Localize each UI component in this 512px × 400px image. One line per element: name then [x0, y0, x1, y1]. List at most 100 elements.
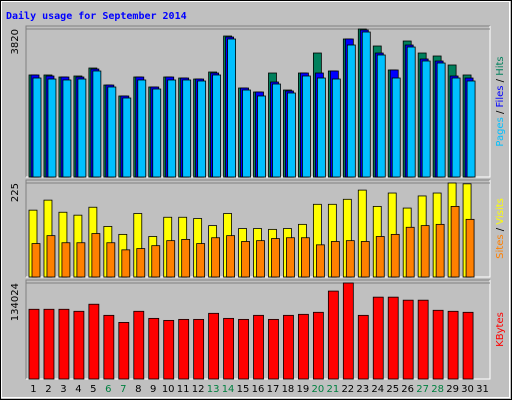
x-tick-label: 16 — [252, 384, 265, 395]
bar — [421, 60, 431, 178]
bar — [167, 79, 177, 178]
bar — [181, 238, 191, 278]
bar — [58, 308, 70, 380]
bar — [182, 79, 192, 178]
bar — [342, 282, 354, 380]
bar — [196, 243, 206, 278]
bar — [242, 89, 251, 178]
x-tick-label: 26 — [401, 384, 414, 395]
x-tick-label: 17 — [267, 384, 280, 395]
legend: KBytes — [495, 312, 506, 347]
bar — [286, 237, 295, 278]
x-tick-label: 7 — [120, 384, 126, 395]
legend-separator: / — [495, 225, 506, 235]
x-tick-label: 14 — [222, 384, 235, 395]
bar — [193, 318, 205, 380]
plot-bevel-dark — [25, 25, 490, 177]
bar — [345, 240, 355, 278]
bar — [43, 308, 55, 380]
x-tick-label: 24 — [371, 384, 384, 395]
bar — [32, 77, 42, 178]
bar — [372, 296, 384, 380]
plot-bevel-dark — [25, 279, 490, 379]
y-tick-label: 3820 — [10, 29, 21, 54]
bar — [151, 245, 161, 278]
legend-separator: / — [495, 107, 506, 117]
bar — [402, 299, 414, 380]
bar — [357, 314, 369, 380]
bar — [346, 44, 356, 178]
bar — [331, 78, 341, 178]
bar — [375, 236, 385, 278]
bar — [73, 310, 85, 380]
bar — [106, 242, 116, 278]
bar — [166, 240, 176, 278]
bar — [301, 237, 310, 278]
bar — [91, 233, 101, 278]
x-tick-label: 18 — [282, 384, 295, 395]
bar — [223, 317, 234, 380]
x-tick-label: 13 — [207, 384, 220, 395]
x-tick-label: 31 — [476, 384, 489, 395]
x-tick-label: 12 — [192, 384, 205, 395]
bar — [360, 241, 370, 278]
x-tick-label: 21 — [326, 384, 339, 395]
bar — [465, 218, 475, 278]
x-tick-label: 10 — [162, 384, 175, 395]
bar — [283, 314, 294, 380]
x-tick-label: 28 — [431, 384, 444, 395]
bar — [268, 318, 279, 380]
x-tick-label: 3 — [60, 384, 66, 395]
bar — [391, 77, 401, 178]
x-tick-label: 9 — [150, 384, 156, 395]
legend: Pages / Files / Hits — [495, 56, 506, 146]
bar — [330, 241, 340, 278]
bar — [148, 317, 160, 380]
bar — [315, 244, 325, 278]
bar — [387, 296, 399, 380]
bar — [462, 311, 474, 380]
x-tick-label: 2 — [45, 384, 51, 395]
x-tick-label: 23 — [356, 384, 369, 395]
bar — [136, 248, 146, 278]
bar — [451, 77, 461, 178]
legend-entry: Sites — [495, 234, 506, 258]
bar — [390, 233, 400, 278]
bar — [406, 46, 416, 178]
bar — [241, 241, 250, 278]
bar — [327, 290, 339, 380]
bar — [298, 313, 309, 380]
bar — [152, 88, 162, 178]
bar — [92, 70, 102, 178]
legend-entry: Pages — [495, 117, 506, 146]
bar — [420, 225, 430, 278]
bar — [76, 242, 86, 278]
bar — [61, 242, 71, 278]
x-tick-label: 27 — [416, 384, 429, 395]
y-tick-label: 225 — [10, 183, 21, 202]
bar — [107, 86, 117, 178]
y-tick-label: 134024 — [10, 283, 21, 321]
bar — [163, 319, 175, 380]
bar — [226, 235, 235, 278]
legend-entry: Files — [495, 86, 506, 108]
bar — [312, 311, 324, 380]
bar — [118, 322, 130, 380]
bar — [47, 78, 57, 178]
bar — [256, 240, 265, 278]
x-tick-label: 4 — [75, 384, 81, 395]
legend: Sites / Visits — [495, 198, 506, 259]
bar — [466, 80, 476, 178]
x-tick-label: 8 — [135, 384, 141, 395]
legend-entry: KBytes — [495, 312, 506, 347]
bar — [212, 74, 222, 178]
bar — [435, 223, 445, 278]
bar — [197, 80, 207, 178]
bar — [432, 309, 444, 380]
bar — [417, 299, 429, 380]
bar — [272, 83, 281, 178]
bar — [447, 310, 459, 380]
chart-title: Daily usage for September 2014 — [6, 10, 187, 22]
